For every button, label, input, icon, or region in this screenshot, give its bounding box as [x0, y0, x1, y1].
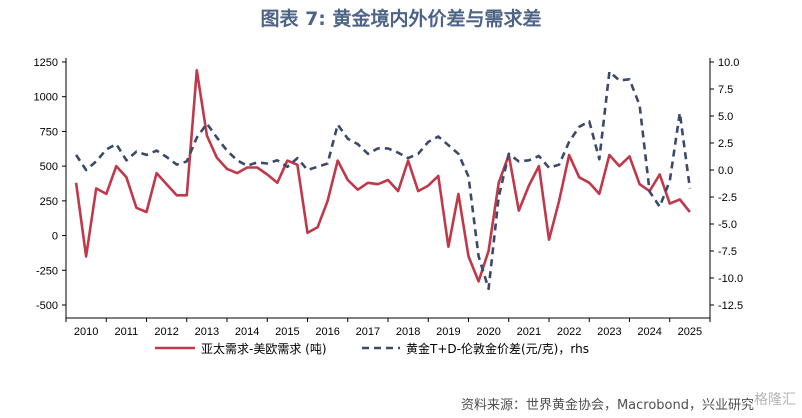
x-tick-label: 2023 [597, 326, 621, 338]
left-tick-label: 500 [40, 161, 58, 173]
left-tick-label: -500 [36, 300, 58, 312]
x-tick-label: 2017 [356, 326, 380, 338]
series-line-price-spread [75, 70, 692, 291]
right-tick-label: 5.0 [718, 111, 733, 123]
x-tick-label: 2014 [235, 326, 259, 338]
right-tick-label: -10.0 [718, 273, 743, 285]
x-tick-label: 2010 [74, 326, 98, 338]
x-tick-label: 2025 [678, 326, 702, 338]
x-tick-label: 2012 [154, 326, 178, 338]
right-tick-label: 10.0 [718, 57, 739, 69]
x-tick-label: 2021 [517, 326, 541, 338]
right-tick-label: 0.0 [718, 165, 733, 177]
x-tick-label: 2020 [476, 326, 500, 338]
left-tick-label: 250 [40, 196, 58, 208]
watermark: 格隆汇 [754, 392, 796, 408]
x-tick-label: 2019 [436, 326, 460, 338]
right-tick-label: 2.5 [718, 138, 733, 150]
right-tick-label: -7.5 [718, 246, 737, 258]
legend-label-demand-gap: 亚太需求-美欧需求 (吨) [201, 341, 327, 356]
right-tick-label: -5.0 [718, 219, 737, 231]
left-tick-label: 0 [52, 231, 58, 243]
x-tick-label: 2015 [275, 326, 299, 338]
right-tick-label: 7.5 [718, 84, 733, 96]
x-tick-label: 2024 [637, 326, 661, 338]
x-tick-label: 2016 [315, 326, 339, 338]
right-tick-label: -12.5 [718, 300, 743, 312]
series-line-demand-gap [74, 69, 691, 283]
legend-label-price-spread: 黄金T+D-伦敦金价差(元/克)，rhs [406, 341, 589, 356]
x-tick-label: 2022 [557, 326, 581, 338]
left-tick-label: 750 [40, 126, 58, 138]
left-tick-label: 1000 [34, 92, 58, 104]
x-tick-label: 2013 [195, 326, 219, 338]
right-tick-label: -2.5 [718, 192, 737, 204]
left-tick-label: -250 [36, 265, 58, 277]
left-tick-label: 1250 [34, 57, 58, 69]
x-tick-label: 2011 [115, 326, 139, 338]
chart-title: 图表 7: 黄金境内外价差与需求差 [260, 8, 542, 30]
source-note: 资料来源：世界黄金协会，Macrobond，兴业研究 [460, 398, 754, 413]
x-tick-label: 2018 [396, 326, 420, 338]
